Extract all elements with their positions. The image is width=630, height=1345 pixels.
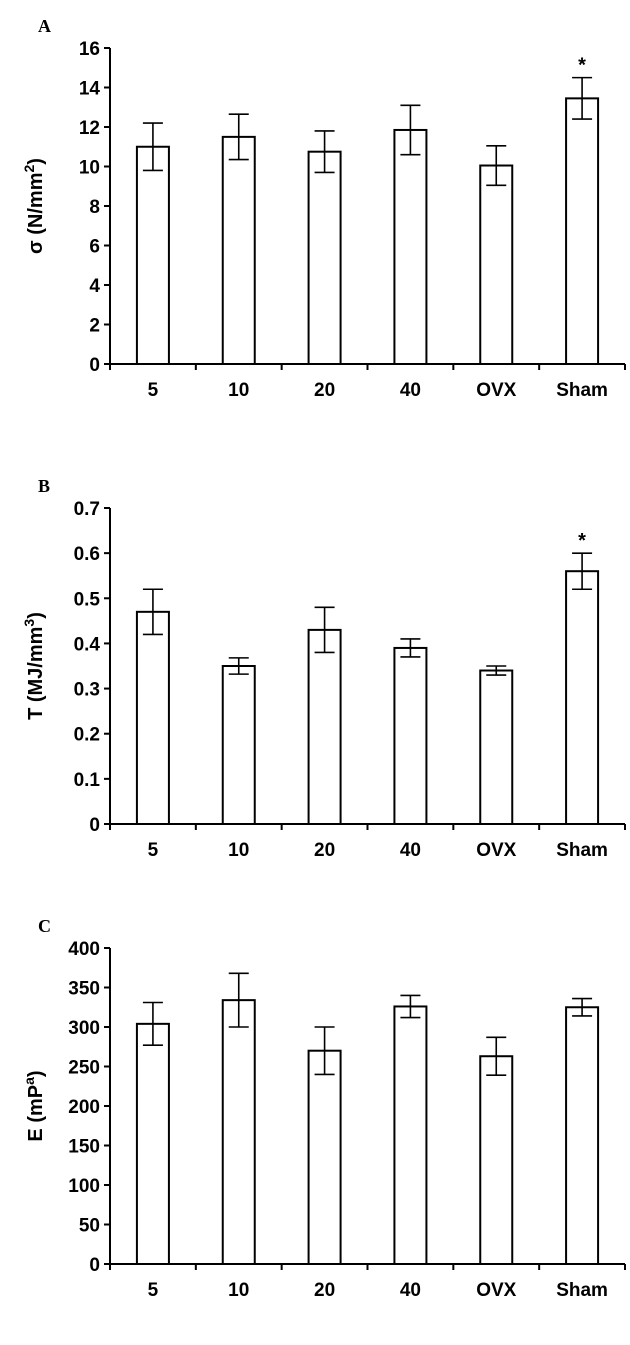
y-tick-label: 8 <box>89 197 100 218</box>
y-tick-label: 0.3 <box>74 680 100 701</box>
y-tick-label: 6 <box>89 237 100 258</box>
bar <box>221 665 256 825</box>
x-tick-label: 10 <box>228 840 249 861</box>
y-tick-label: 0.2 <box>74 725 100 746</box>
x-tick-label: Sham <box>556 380 608 401</box>
y-axis-label: E (mPa) <box>21 1070 47 1141</box>
chart-panel-b: B T (MJ/mm3) 0 0.1 0.2 0.3 0.4 0.5 0.6 0.7 5 10 20 40… <box>0 460 630 900</box>
x-tick-label: 40 <box>400 380 421 401</box>
y-axis-label-main: E (mP <box>25 1085 47 1142</box>
y-tick-label: 0.7 <box>74 499 100 520</box>
bar <box>135 1022 170 1265</box>
bar <box>393 646 428 825</box>
y-tick-label: 16 <box>79 39 100 60</box>
bar <box>479 164 514 365</box>
y-axis-label: T (MJ/mm3) <box>21 612 47 720</box>
y-tick-label: 0 <box>89 1255 100 1276</box>
x-tick-label: Sham <box>556 840 608 861</box>
y-tick-label: 0 <box>89 815 100 836</box>
bar <box>393 1005 428 1266</box>
y-tick-label: 200 <box>68 1097 100 1118</box>
y-tick-label: 0.5 <box>74 589 101 610</box>
y-axis-label-end: ) <box>25 612 47 619</box>
x-tick-label: 20 <box>314 840 335 861</box>
y-tick-label: 350 <box>68 979 100 1000</box>
x-tick-label: OVX <box>476 1280 516 1301</box>
x-tick-label: OVX <box>476 380 516 401</box>
bar <box>307 628 342 825</box>
y-axis-label-end: ) <box>25 1070 47 1077</box>
x-tick-label: Sham <box>556 1280 608 1301</box>
bar <box>479 669 514 825</box>
bar <box>221 135 256 365</box>
significance-marker: * <box>578 55 586 77</box>
significance-marker: * <box>578 530 586 552</box>
y-tick-label: 4 <box>89 276 100 297</box>
y-axis-label: σ (N/mm2) <box>21 158 47 254</box>
y-tick-label: 2 <box>89 316 100 337</box>
y-tick-label: 400 <box>68 939 100 960</box>
panel-letter: C <box>38 916 51 936</box>
x-tick-label: 40 <box>400 840 421 861</box>
bar <box>565 570 600 825</box>
x-tick-label: 5 <box>148 1280 159 1301</box>
bar <box>393 128 428 365</box>
bar <box>479 1055 514 1265</box>
chart-panel-c: C E (mPa) 0 50 100 150 200 250 300 350 400 5 10 20 40 O… <box>0 900 630 1340</box>
y-tick-label: 300 <box>68 1018 100 1039</box>
y-tick-label: 14 <box>79 79 101 100</box>
chart-svg: C E (mPa) 0 50 100 150 200 250 300 350 400 5 10 20 40 O… <box>21 916 626 1301</box>
x-tick-label: OVX <box>476 840 516 861</box>
y-tick-label: 0.6 <box>74 544 100 565</box>
bar <box>307 150 342 365</box>
y-tick-label: 10 <box>79 158 100 179</box>
x-tick-label: 40 <box>400 1280 421 1301</box>
panel-letter: B <box>38 476 50 496</box>
y-axis-label-main: T (MJ/mm <box>25 627 47 720</box>
x-tick-label: 5 <box>148 380 159 401</box>
y-axis-label-main: σ (N/mm <box>25 173 47 254</box>
y-tick-label: 0 <box>89 355 100 376</box>
bar <box>135 610 170 825</box>
y-tick-label: 12 <box>79 118 100 139</box>
panel-letter: A <box>38 16 51 36</box>
bar <box>565 97 600 366</box>
x-tick-label: 10 <box>228 380 249 401</box>
y-tick-label: 100 <box>68 1176 100 1197</box>
chart-svg: B T (MJ/mm3) 0 0.1 0.2 0.3 0.4 0.5 0.6 0.7 5 10 20 40… <box>21 476 626 861</box>
bar <box>135 145 170 365</box>
y-axis-label-superscript: 3 <box>21 619 37 627</box>
y-tick-label: 150 <box>68 1137 100 1158</box>
x-tick-label: 20 <box>314 380 335 401</box>
y-axis-label-superscript: a <box>21 1077 37 1085</box>
bar <box>307 1049 342 1265</box>
bar <box>221 999 256 1265</box>
x-tick-label: 10 <box>228 1280 249 1301</box>
y-tick-label: 250 <box>68 1058 100 1079</box>
y-tick-label: 0.1 <box>74 770 101 791</box>
y-axis-label-end: ) <box>25 158 47 165</box>
y-tick-label: 0.4 <box>74 634 101 655</box>
bar <box>565 1006 600 1265</box>
y-tick-label: 50 <box>79 1216 100 1237</box>
x-tick-label: 5 <box>148 840 159 861</box>
x-tick-label: 20 <box>314 1280 335 1301</box>
y-axis-label-superscript: 2 <box>21 165 37 173</box>
